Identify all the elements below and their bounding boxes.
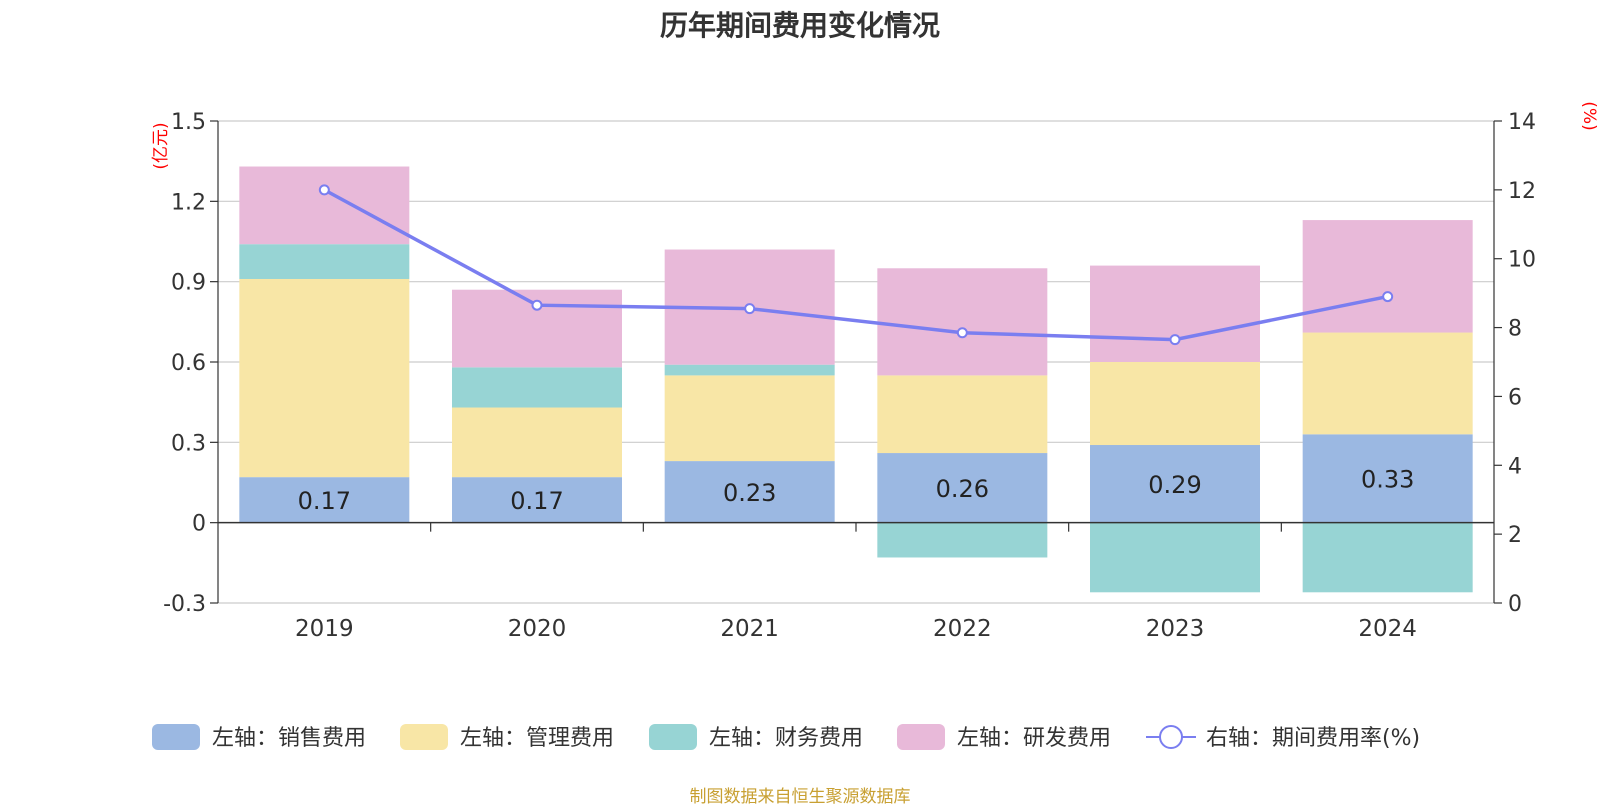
right-axis-tick-label: 6 [1508,385,1522,410]
bar-3-2023 [1090,265,1260,362]
data-source-note: 制图数据来自恒生聚源数据库 [689,787,911,807]
legend-label: 右轴：期间费用率(%) [1206,726,1420,751]
left-axis-tick-label: -0.3 [163,592,206,617]
bar-1-2023 [1090,362,1260,446]
bar-data-label: 0.17 [510,487,563,515]
bar-2-2021 [664,364,835,376]
bar-2-2019 [239,244,410,279]
x-axis-category-label: 2019 [295,616,354,642]
bar-0-2023 [1090,445,1260,523]
left-axis-tick-label: 0.6 [171,351,206,376]
left-axis-tick-label: 1.2 [171,190,206,215]
rate-line-point [1382,291,1394,303]
x-axis-category-label: 2022 [933,616,992,642]
bar-series [239,166,1473,593]
legend-swatch [897,724,945,750]
axes: -0.3 0 0.3 0.6 0.9 1.2 1.5 0 2 4 6 8 10 12 14 (亿元) (%) 20… [151,101,1599,642]
bar-1-2020 [452,407,622,478]
left-axis-unit-label: (亿元) [151,122,171,169]
bar-2-2022 [877,522,1048,558]
bar-data-label: 0.26 [936,475,989,503]
bar-0-2021 [664,461,835,523]
rate-line-point [318,184,330,196]
bar-1-2021 [664,375,835,462]
legend: 左轴：销售费用 左轴：管理费用 左轴：财务费用 左轴：研发费用 右轴：期间费用率(%) [152,724,1420,751]
left-axis-tick-label: 0 [192,512,206,537]
right-axis-tick-label: 12 [1508,179,1536,204]
grid-lines [218,120,1494,604]
bar-data-label: 0.29 [1148,471,1201,499]
legend-swatch [649,724,697,750]
bar-2-2024 [1302,522,1473,593]
bar-2-2023 [1090,522,1260,593]
right-axis-tick-label: 10 [1508,248,1536,273]
right-axis-tick-label: 4 [1508,454,1522,479]
x-axis-category-label: 2020 [508,616,567,642]
rate-line-point [956,327,968,339]
bar-0-2019 [239,477,410,523]
line-series [318,184,1394,346]
legend-label: 左轴：销售费用 [212,726,366,751]
rate-line-point [531,299,543,311]
data-labels: 0.17 0.17 0.23 0.26 0.29 0.33 [298,465,1415,514]
bar-data-label: 0.17 [298,487,351,515]
bar-3-2022 [877,268,1048,376]
legend-label: 左轴：财务费用 [709,726,863,751]
right-axis-unit-label: (%) [1579,101,1599,130]
bar-3-2024 [1302,220,1473,333]
rate-line [323,188,1389,342]
rate-line-point [1169,334,1181,346]
left-axis-tick-label: 0.3 [171,431,206,456]
legend-swatch [152,724,200,750]
bar-0-2024 [1302,434,1473,523]
bar-3-2019 [239,166,410,245]
bar-1-2024 [1302,332,1473,435]
chart-title: 历年期间费用变化情况 [659,9,940,42]
left-axis-tick-label: 1.5 [171,110,206,135]
left-axis-tick-label: 0.9 [171,271,206,296]
bar-0-2020 [452,477,622,523]
bar-2-2020 [452,367,622,408]
x-axis-category-label: 2023 [1146,616,1205,642]
rate-line-point [744,303,756,315]
right-axis-tick-label: 8 [1508,317,1522,342]
bar-data-label: 0.33 [1361,465,1414,493]
x-axis-category-label: 2021 [720,616,779,642]
legend-swatch-marker [1159,725,1183,749]
right-axis-tick-label: 0 [1508,592,1522,617]
legend-label: 左轴：管理费用 [460,726,614,751]
bar-1-2022 [877,375,1048,454]
bar-data-label: 0.23 [723,479,776,507]
bar-0-2022 [877,453,1048,523]
legend-label: 左轴：研发费用 [957,726,1111,751]
bar-1-2019 [239,278,410,478]
right-axis-tick-label: 2 [1508,523,1522,548]
x-axis-category-label: 2024 [1358,616,1417,642]
right-axis-tick-label: 14 [1508,110,1536,135]
legend-swatch [400,724,448,750]
